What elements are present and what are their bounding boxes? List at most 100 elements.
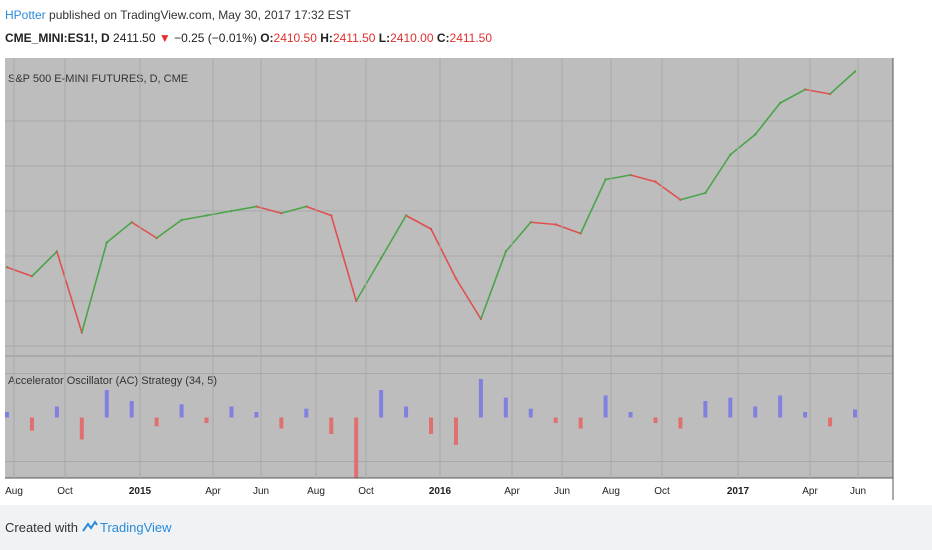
- oscillator-bar: [653, 417, 658, 423]
- oscillator-bar: [453, 417, 458, 445]
- oscillator-bar: [354, 417, 359, 484]
- oscillator-bar: [104, 390, 109, 418]
- oscillator-bar: [254, 412, 259, 418]
- time-axis[interactable]: Aug Oct 2015 Apr Jun Aug Oct 2016 Apr Jun Aug Oct 20…: [5, 58, 932, 500]
- close-value: 2411.50: [449, 31, 493, 45]
- open-label: O:: [260, 31, 274, 45]
- tradingview-logo-icon: [82, 520, 98, 532]
- oscillator-bar: [154, 417, 159, 427]
- time-axis-label: 2017: [727, 486, 750, 497]
- oscillator-bar: [528, 408, 533, 418]
- time-axis-label: Aug: [5, 486, 23, 497]
- time-axis-background: [5, 478, 893, 500]
- time-axis-label: Oct: [57, 486, 73, 497]
- price-segment: [605, 174, 631, 181]
- oscillator-bar: [703, 401, 708, 418]
- oscillator-bar: [129, 401, 134, 418]
- price-segment: [555, 223, 581, 235]
- time-axis-label: Apr: [205, 486, 221, 497]
- price-segment: [81, 242, 108, 333]
- price-segment: [779, 88, 806, 104]
- oscillator-bar: [329, 417, 334, 434]
- price-segment: [455, 278, 482, 320]
- time-axis-label: Jun: [253, 486, 269, 497]
- oscillator-bar: [503, 397, 508, 418]
- price-segment: [206, 210, 232, 217]
- oscillator-bar: [379, 390, 384, 418]
- last-price: 2411.50: [113, 31, 156, 45]
- open-value: 2410.50: [273, 31, 317, 45]
- created-with-label: Created with: [5, 520, 78, 535]
- price-segment: [754, 102, 781, 135]
- price-segment: [281, 205, 307, 215]
- oscillator-bar: [778, 395, 783, 418]
- symbol-label: CME_MINI:ES1!, D: [5, 31, 110, 45]
- oscillator-bar: [803, 412, 808, 418]
- oscillator-series: [5, 379, 857, 484]
- price-segment: [355, 257, 382, 302]
- oscillator-bar: [5, 412, 9, 418]
- oscillator-bar: [54, 406, 59, 418]
- time-axis-label: Oct: [654, 486, 670, 497]
- price-segment: [31, 250, 58, 277]
- oscillator-bar: [204, 417, 209, 423]
- oscillator-bar: [553, 417, 558, 423]
- price-segment: [505, 221, 532, 253]
- price-segment: [530, 221, 556, 226]
- price-segment: [430, 228, 457, 279]
- time-axis-label: 2016: [429, 486, 452, 497]
- chart-area[interactable]: 2300.002200.002100.002000.001900.001800.…: [0, 0, 932, 505]
- main-chart-title: S&P 500 E-MINI FUTURES, D, CME: [8, 73, 188, 85]
- price-segment: [156, 219, 183, 239]
- time-axis-label: Aug: [602, 486, 620, 497]
- oscillator-bar: [279, 417, 284, 429]
- price-change: −0.25 (−0.01%): [174, 31, 257, 45]
- price-segment: [330, 215, 357, 302]
- price-segment: [6, 266, 33, 278]
- price-segment: [56, 251, 83, 333]
- main-pane-background: [5, 58, 893, 355]
- price-segment: [181, 214, 207, 221]
- oscillator-pane[interactable]: 40.0000-40.0000Accelerator Oscillator (A…: [5, 357, 932, 484]
- price-axis-background: [893, 58, 932, 500]
- price-segment: [655, 181, 681, 201]
- footer: Created with TradingView: [0, 505, 932, 550]
- low-value: 2410.00: [390, 31, 434, 45]
- oscillator-bar: [753, 406, 758, 418]
- oscillator-bar: [853, 409, 857, 418]
- oscillator-bar: [29, 417, 34, 431]
- price-segment: [680, 192, 706, 201]
- oscillator-bar: [79, 417, 84, 440]
- high-label: H:: [320, 31, 333, 45]
- publish-info: published on TradingView.com, May 30, 20…: [49, 8, 351, 22]
- price-segment: [829, 70, 856, 95]
- time-axis-label: Aug: [307, 486, 325, 497]
- close-label: C:: [436, 31, 450, 45]
- oscillator-title: Accelerator Oscillator (AC) Strategy (34…: [8, 375, 217, 387]
- oscillator-bar: [304, 408, 309, 418]
- tradingview-brand[interactable]: TradingView: [100, 520, 172, 535]
- time-axis-label: 2015: [129, 486, 152, 497]
- oscillator-bar: [578, 417, 583, 429]
- price-segment: [306, 205, 332, 217]
- price-segment: [231, 205, 257, 212]
- price-segment: [704, 154, 731, 194]
- oscillator-bar: [179, 404, 184, 418]
- down-arrow-icon: ▼: [158, 31, 171, 45]
- price-segment: [630, 174, 656, 183]
- price-segment: [480, 251, 507, 320]
- price-segment: [106, 221, 133, 244]
- oscillator-bar: [429, 417, 433, 434]
- time-axis-label: Oct: [358, 486, 374, 497]
- symbol-header: CME_MINI:ES1!, D 2411.50 ▼ −0.25 (−0.01%…: [5, 31, 492, 45]
- oscillator-pane-background: [5, 357, 893, 478]
- oscillator-bar: [603, 395, 608, 418]
- publish-header: HPotter published on TradingView.com, Ma…: [5, 8, 351, 22]
- oscillator-bar: [828, 417, 833, 427]
- oscillator-bar: [478, 379, 483, 418]
- author-link[interactable]: HPotter: [5, 8, 46, 22]
- time-axis-label: Jun: [554, 486, 570, 497]
- price-segment: [804, 88, 831, 95]
- oscillator-bar: [229, 406, 234, 418]
- main-pane[interactable]: 2300.002200.002100.002000.001900.001800.…: [5, 58, 932, 357]
